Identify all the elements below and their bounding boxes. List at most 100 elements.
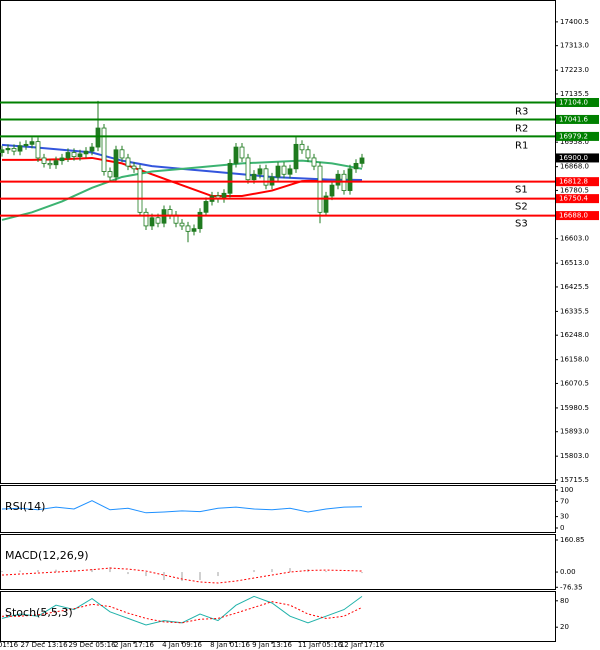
candle-body <box>347 168 353 191</box>
histogram-bar <box>361 572 363 574</box>
y-tick-label: 15803.0 <box>560 452 589 460</box>
candle-body <box>11 148 17 152</box>
candle-body <box>275 165 281 178</box>
x-tick-label: 01:16 <box>0 641 19 649</box>
candle-body <box>101 127 107 172</box>
x-tick-label: 11 Jan 05:16 <box>298 641 343 649</box>
panel-title: RSI(14) <box>5 500 45 513</box>
candle-body <box>305 149 311 159</box>
x-tick-label: 29 Dec 05:16 <box>68 641 116 649</box>
y-tick-label: 160.85 <box>560 536 585 544</box>
indicator-line <box>1 500 363 514</box>
candle-body <box>0 149 5 153</box>
y-tick-label: 16425.5 <box>560 283 589 291</box>
candle-body <box>323 195 329 213</box>
y-tick-label: 20 <box>560 623 569 631</box>
y-tick-label: 16958.0 <box>560 138 589 146</box>
candle-body <box>245 157 251 181</box>
candle-body <box>287 168 293 175</box>
candle-body <box>119 149 125 159</box>
candle-body <box>89 146 95 152</box>
histogram-bar <box>37 570 39 573</box>
level-tag-label: 16979.2 <box>559 132 588 140</box>
candle-body <box>281 165 287 175</box>
y-tick-label: 16780.5 <box>560 186 589 194</box>
y-tick-label: 16158.0 <box>560 356 589 364</box>
candle-body <box>137 168 143 213</box>
candle-body <box>5 148 11 151</box>
candle-body <box>311 157 317 167</box>
level-tag <box>556 194 599 204</box>
candle-body <box>359 157 365 164</box>
candle-body <box>143 211 149 227</box>
histogram-bar <box>271 569 273 573</box>
candle-body <box>233 146 239 164</box>
indicator-line <box>1 567 363 584</box>
level-tag-label: 17041.6 <box>559 115 588 123</box>
histogram-bar <box>55 569 57 573</box>
histogram-bar <box>289 568 291 573</box>
y-tick-label: 80 <box>560 597 569 605</box>
candle-body <box>257 168 263 175</box>
level-name: S3 <box>515 219 528 230</box>
indicator-line <box>2 601 363 624</box>
histogram-bar <box>1 571 3 573</box>
histogram-bar <box>199 572 201 581</box>
level-name: S2 <box>515 202 528 213</box>
histogram-bar <box>253 570 255 573</box>
candle-body <box>251 173 257 181</box>
indicator-line <box>1 595 363 626</box>
level-name: S1 <box>515 185 528 196</box>
last-price-label: 16900.0 <box>559 154 588 162</box>
level-name: R3 <box>515 106 528 117</box>
y-tick-label: 15980.5 <box>560 404 589 412</box>
candle-body <box>227 162 233 194</box>
candle-body <box>95 127 101 148</box>
x-tick-label: 4 Jan 09:16 <box>162 641 202 649</box>
level-tag-label: 16812.8 <box>559 178 588 186</box>
candle-body <box>149 217 155 227</box>
candle-body <box>197 211 203 230</box>
candle-body <box>353 162 359 170</box>
y-tick-label: 16335.5 <box>560 307 589 315</box>
histogram-bar <box>181 572 183 582</box>
y-tick-label: 17313.0 <box>560 42 589 50</box>
level-tag <box>556 114 599 124</box>
candle-body <box>47 162 53 166</box>
level-tag <box>556 131 599 141</box>
candle-body <box>185 225 191 232</box>
candle-body <box>131 165 137 170</box>
level-name: R2 <box>515 123 528 134</box>
panel-frame <box>0 534 556 590</box>
candle-body <box>263 168 269 186</box>
y-tick-label: 17400.5 <box>560 18 589 26</box>
candle-body <box>23 143 29 147</box>
x-tick-label: 2 Jan 17:16 <box>114 641 154 649</box>
y-tick-label: 30 <box>560 513 569 521</box>
y-tick-label: 15715.5 <box>560 476 589 484</box>
candle-body <box>299 143 305 151</box>
level-tag <box>556 177 599 187</box>
candle-body <box>191 228 197 232</box>
y-tick-label: -76.35 <box>560 583 583 591</box>
panel-frame <box>0 485 556 533</box>
candle-body <box>335 173 341 186</box>
y-tick-label: 0 <box>560 524 564 532</box>
candle-body <box>107 171 113 178</box>
level-tag-label: 16750.4 <box>559 195 588 203</box>
histogram-bar <box>217 572 219 577</box>
level-tag <box>556 211 599 221</box>
candle-body <box>59 157 65 162</box>
candle-body <box>113 149 119 178</box>
level-tag-label: 16688.0 <box>559 212 588 220</box>
candle-body <box>53 160 59 166</box>
x-tick-label: 8 Jan 01:16 <box>210 641 250 649</box>
y-tick-label: 16603.0 <box>560 235 589 243</box>
candle-body <box>203 201 209 213</box>
candle-body <box>77 153 83 157</box>
candle-body <box>317 165 323 213</box>
y-tick-label: 0.00 <box>560 568 576 576</box>
panel-frame <box>0 591 556 642</box>
panel-frame <box>0 0 556 484</box>
